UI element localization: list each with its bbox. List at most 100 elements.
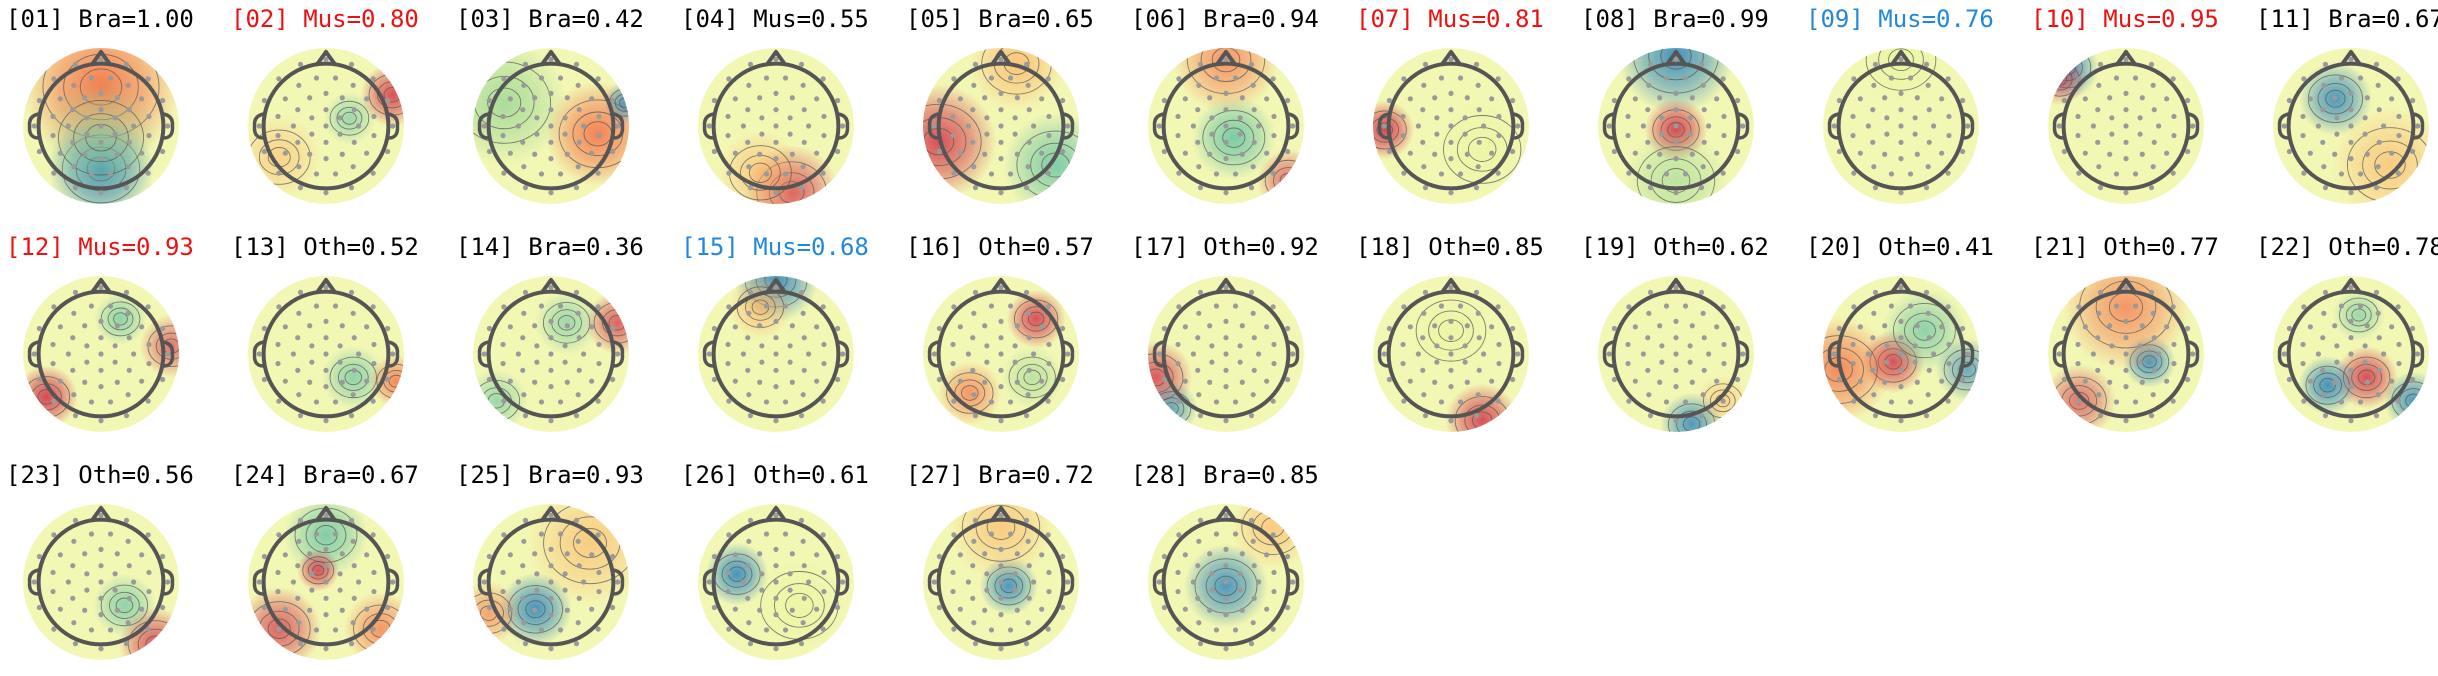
topomap-cell: [21] Oth=0.77 bbox=[2031, 230, 2256, 448]
electrode-dot bbox=[1195, 107, 1201, 113]
electrode-dot bbox=[1060, 376, 1066, 383]
electrode-dot bbox=[521, 82, 527, 88]
electrode-dot bbox=[747, 413, 754, 419]
electrode-dot bbox=[575, 392, 581, 398]
electrode-dot bbox=[1223, 190, 1229, 196]
electrode-dot bbox=[1898, 418, 1904, 424]
electrode-dot bbox=[1012, 131, 1018, 137]
electrode-dot bbox=[538, 303, 545, 309]
electrode-dot bbox=[1039, 150, 1045, 156]
electrode-dot bbox=[1290, 579, 1296, 585]
electrode-dot bbox=[1026, 563, 1032, 569]
head-outline bbox=[2286, 61, 2416, 191]
contour-line bbox=[1211, 48, 1241, 73]
electrode-dot bbox=[1421, 392, 1427, 398]
electrode-dot bbox=[2300, 132, 2306, 139]
electrode-dot bbox=[1884, 359, 1890, 365]
component-label: [12] Mus=0.93 bbox=[6, 233, 194, 261]
electrode-dot bbox=[36, 97, 42, 104]
electrode-dot bbox=[1735, 325, 1741, 332]
electrode-dot bbox=[98, 56, 104, 62]
electrode-dot bbox=[139, 552, 145, 558]
electrode-dot bbox=[348, 413, 355, 419]
electrode-dot bbox=[84, 131, 90, 137]
electrode-dot bbox=[107, 399, 114, 405]
electrode-dot bbox=[1698, 61, 1705, 67]
electrode-dot bbox=[1161, 553, 1167, 560]
topomap bbox=[698, 504, 854, 660]
electrode-dot bbox=[296, 620, 302, 626]
electrode-dot bbox=[57, 552, 63, 558]
ear-outline bbox=[1737, 340, 1750, 368]
electrode-dot bbox=[1161, 325, 1167, 332]
electrode-dot bbox=[1176, 76, 1182, 82]
electrode-dot bbox=[1039, 378, 1045, 384]
electrode-dot bbox=[1195, 563, 1201, 569]
contour-line bbox=[1279, 172, 1298, 189]
electrode-dot bbox=[725, 360, 731, 367]
electrode-dot bbox=[1251, 335, 1257, 341]
electrode-dot bbox=[1156, 351, 1162, 357]
electrode-dot bbox=[370, 532, 376, 538]
electrode-dot bbox=[1014, 607, 1020, 613]
electrode-dot bbox=[1237, 571, 1243, 577]
electrode-dot bbox=[282, 324, 288, 330]
electrode-dot bbox=[2185, 325, 2191, 332]
electrode-dot bbox=[2348, 156, 2354, 162]
electrode-dot bbox=[2132, 303, 2139, 309]
electrode-dot bbox=[1039, 96, 1045, 102]
electrode-dot bbox=[1721, 360, 1727, 367]
electrode-dot bbox=[746, 164, 752, 170]
electrode-dot bbox=[725, 113, 731, 120]
electrode-dot bbox=[1611, 325, 1617, 332]
electrode-dot bbox=[309, 131, 315, 137]
electrode-dot bbox=[970, 107, 976, 113]
ear-outline bbox=[1512, 112, 1525, 140]
contour-line bbox=[961, 385, 979, 401]
electrode-dot bbox=[2286, 376, 2292, 383]
ear-outline bbox=[252, 340, 265, 368]
electrode-dot bbox=[295, 563, 301, 569]
electrode-dot bbox=[1195, 595, 1201, 601]
electrode-dot bbox=[1495, 304, 1501, 310]
electrode-dot bbox=[1476, 367, 1482, 373]
electrode-dot bbox=[1196, 538, 1202, 544]
electrode-dot bbox=[557, 627, 564, 633]
electrode-dot bbox=[2375, 164, 2381, 170]
electrode-dot bbox=[332, 627, 339, 633]
electrode-dot bbox=[820, 626, 826, 632]
electrode-dot bbox=[323, 139, 329, 145]
electrode-dot bbox=[261, 148, 267, 155]
electrode-dot bbox=[1914, 379, 1920, 385]
electrode-dot bbox=[1196, 310, 1202, 316]
ear-outline bbox=[612, 340, 625, 368]
electrode-dot bbox=[1448, 190, 1454, 196]
electrode-dot bbox=[309, 587, 315, 593]
field-blob bbox=[1148, 382, 1198, 432]
electrode-dot bbox=[1464, 379, 1470, 385]
field-blob bbox=[728, 276, 792, 339]
component-label: [04] Mus=0.55 bbox=[681, 5, 869, 33]
ear-outline bbox=[477, 340, 490, 368]
electrode-dot bbox=[71, 164, 77, 170]
nose-outline bbox=[765, 505, 787, 522]
field-blob bbox=[1623, 127, 1729, 204]
electrode-dot bbox=[746, 310, 752, 316]
topomap-cell: [18] Oth=0.85 bbox=[1356, 230, 1581, 448]
electrode-dot bbox=[936, 604, 942, 611]
component-label: [11] Bra=0.67 bbox=[2256, 5, 2438, 33]
electrode-dot bbox=[1626, 398, 1632, 404]
ear-outline bbox=[2052, 340, 2065, 368]
electrode-dot bbox=[773, 139, 779, 145]
electrode-dot bbox=[745, 107, 751, 113]
electrode-dot bbox=[1945, 304, 1951, 310]
electrode-dot bbox=[564, 607, 570, 613]
field-blob bbox=[2332, 288, 2386, 342]
electrode-dot bbox=[1515, 123, 1521, 129]
electrode-dot bbox=[951, 76, 957, 82]
electrode-dot bbox=[595, 398, 601, 404]
electrode-dot bbox=[2307, 324, 2313, 330]
electrode-dot bbox=[1700, 310, 1706, 316]
electrode-dot bbox=[787, 115, 793, 121]
ear-outline bbox=[387, 340, 400, 368]
